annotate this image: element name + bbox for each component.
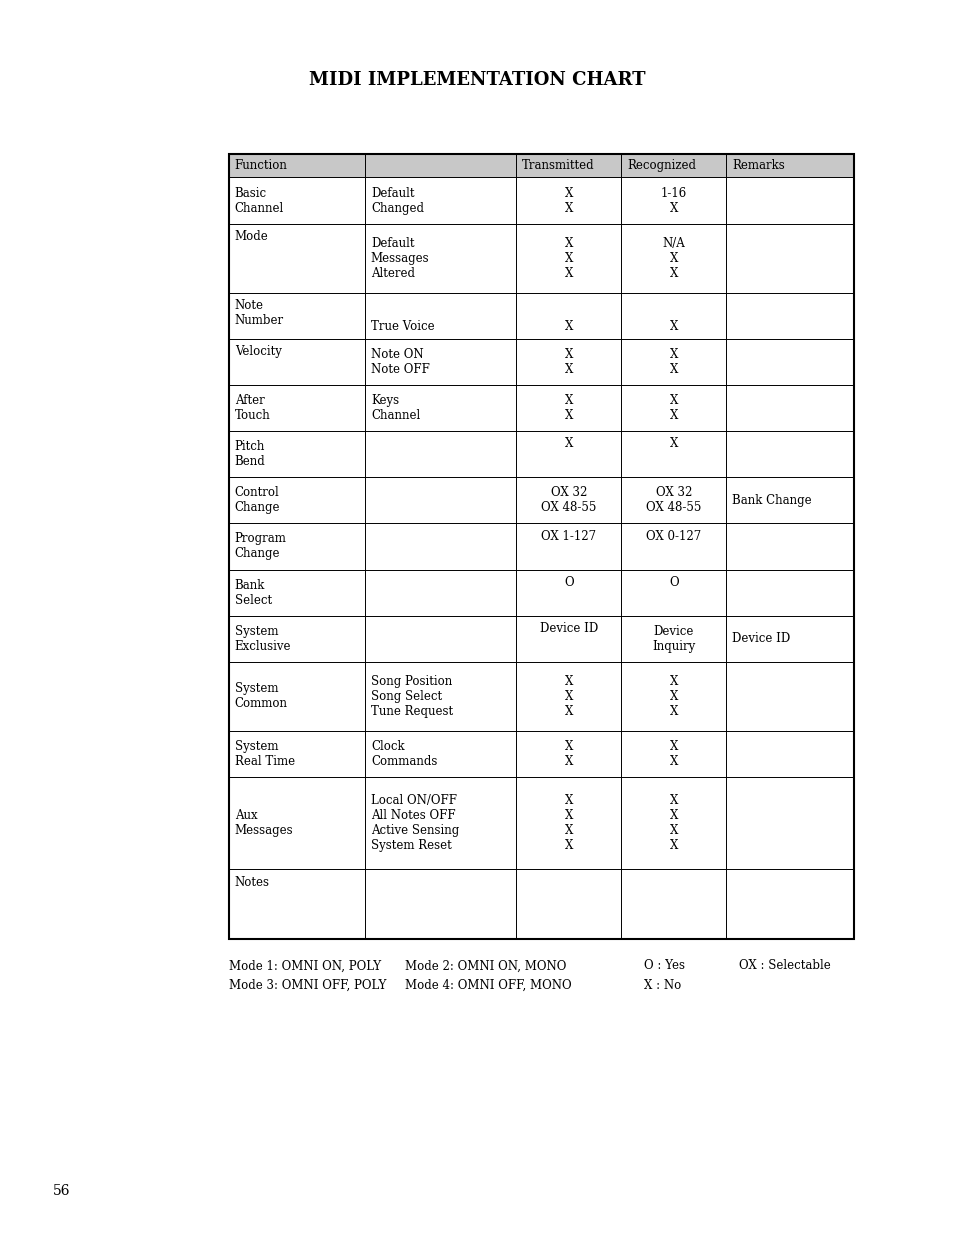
- Text: Mode: Mode: [234, 230, 268, 243]
- Text: N/A
X
X: N/A X X: [661, 237, 684, 279]
- Text: X: X: [564, 437, 573, 451]
- Text: Local ON/OFF
All Notes OFF
Active Sensing
System Reset: Local ON/OFF All Notes OFF Active Sensin…: [371, 794, 458, 852]
- Text: X
X: X X: [564, 186, 573, 215]
- Text: OX 32
OX 48-55: OX 32 OX 48-55: [645, 487, 700, 514]
- Text: OX : Selectable: OX : Selectable: [739, 960, 830, 972]
- Text: Mode 3: OMNI OFF, POLY: Mode 3: OMNI OFF, POLY: [229, 979, 386, 992]
- Text: X
X: X X: [669, 348, 678, 375]
- Text: X
X
X: X X X: [564, 237, 573, 279]
- Text: X
X
X
X: X X X X: [669, 794, 678, 852]
- Text: Clock
Commands: Clock Commands: [371, 740, 436, 768]
- Text: OX 32
OX 48-55: OX 32 OX 48-55: [540, 487, 596, 514]
- Text: X
X
X: X X X: [669, 674, 678, 718]
- Text: System
Common: System Common: [234, 683, 288, 710]
- Text: O: O: [563, 576, 573, 589]
- Text: 1-16
X: 1-16 X: [660, 186, 686, 215]
- Text: Song Position
Song Select
Tune Request: Song Position Song Select Tune Request: [371, 674, 453, 718]
- Text: Function: Function: [234, 159, 287, 173]
- Text: O : Yes: O : Yes: [643, 960, 684, 972]
- Text: Device ID: Device ID: [539, 622, 598, 635]
- Text: Bank
Select: Bank Select: [234, 579, 272, 606]
- Text: Transmitted: Transmitted: [521, 159, 594, 173]
- Text: Mode 4: OMNI OFF, MONO: Mode 4: OMNI OFF, MONO: [405, 979, 572, 992]
- Text: Aux
Messages: Aux Messages: [234, 809, 293, 837]
- Text: Control
Change: Control Change: [234, 487, 280, 514]
- Text: X : No: X : No: [643, 979, 680, 992]
- Text: X
X: X X: [669, 394, 678, 422]
- Text: X
X: X X: [564, 348, 573, 375]
- Text: Pitch
Bend: Pitch Bend: [234, 440, 265, 468]
- Text: Default
Changed: Default Changed: [371, 186, 423, 215]
- Text: Remarks: Remarks: [731, 159, 784, 173]
- Text: X
X: X X: [564, 394, 573, 422]
- Text: O: O: [668, 576, 678, 589]
- Text: Basic
Channel: Basic Channel: [234, 186, 284, 215]
- Text: System
Exclusive: System Exclusive: [234, 625, 291, 653]
- Text: Device
Inquiry: Device Inquiry: [652, 625, 695, 653]
- Text: Mode 1: OMNI ON, POLY: Mode 1: OMNI ON, POLY: [229, 960, 380, 972]
- Text: True Voice: True Voice: [371, 320, 434, 332]
- Text: X: X: [669, 320, 678, 332]
- Text: Device ID: Device ID: [731, 632, 789, 645]
- Text: Program
Change: Program Change: [234, 532, 286, 561]
- Text: Default
Messages
Altered: Default Messages Altered: [371, 237, 429, 279]
- Text: Note
Number: Note Number: [234, 299, 283, 327]
- Text: Bank Change: Bank Change: [731, 494, 811, 506]
- Bar: [229, 154, 853, 178]
- Bar: [229, 154, 853, 939]
- Text: X
X
X
X: X X X X: [564, 794, 573, 852]
- Text: OX 0-127: OX 0-127: [645, 530, 700, 542]
- Text: X: X: [669, 437, 678, 451]
- Text: OX 1-127: OX 1-127: [540, 530, 596, 542]
- Text: Recognized: Recognized: [626, 159, 696, 173]
- Text: Note ON
Note OFF: Note ON Note OFF: [371, 348, 430, 375]
- Text: X
X: X X: [669, 740, 678, 768]
- Text: X: X: [564, 320, 573, 332]
- Text: MIDI IMPLEMENTATION CHART: MIDI IMPLEMENTATION CHART: [309, 72, 644, 89]
- Text: System
Real Time: System Real Time: [234, 740, 294, 768]
- Text: 56: 56: [52, 1183, 70, 1198]
- Text: Notes: Notes: [234, 876, 270, 888]
- Text: X
X
X: X X X: [564, 674, 573, 718]
- Text: Keys
Channel: Keys Channel: [371, 394, 419, 422]
- Text: Velocity: Velocity: [234, 345, 281, 358]
- Text: X
X: X X: [564, 740, 573, 768]
- Text: Mode 2: OMNI ON, MONO: Mode 2: OMNI ON, MONO: [405, 960, 566, 972]
- Text: After
Touch: After Touch: [234, 394, 270, 422]
